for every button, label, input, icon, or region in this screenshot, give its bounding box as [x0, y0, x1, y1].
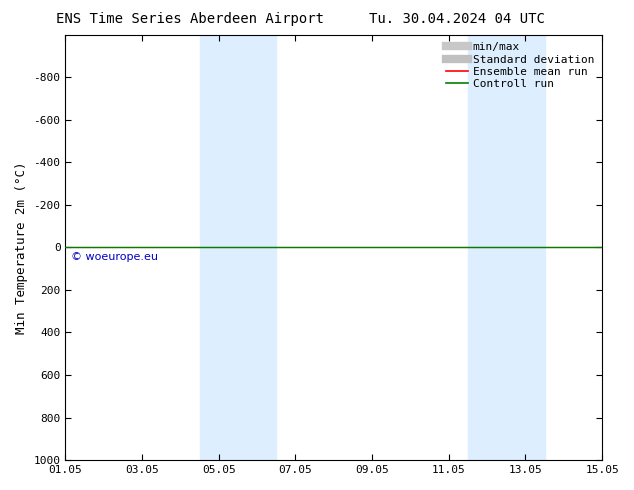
Text: ENS Time Series Aberdeen Airport: ENS Time Series Aberdeen Airport	[56, 12, 324, 26]
Text: © woeurope.eu: © woeurope.eu	[71, 252, 158, 262]
Y-axis label: Min Temperature 2m (°C): Min Temperature 2m (°C)	[15, 161, 28, 334]
Bar	[468, 35, 545, 460]
Text: Tu. 30.04.2024 04 UTC: Tu. 30.04.2024 04 UTC	[368, 12, 545, 26]
Bar	[200, 35, 276, 460]
Legend: min/max, Standard deviation, Ensemble mean run, Controll run: min/max, Standard deviation, Ensemble me…	[444, 40, 597, 91]
